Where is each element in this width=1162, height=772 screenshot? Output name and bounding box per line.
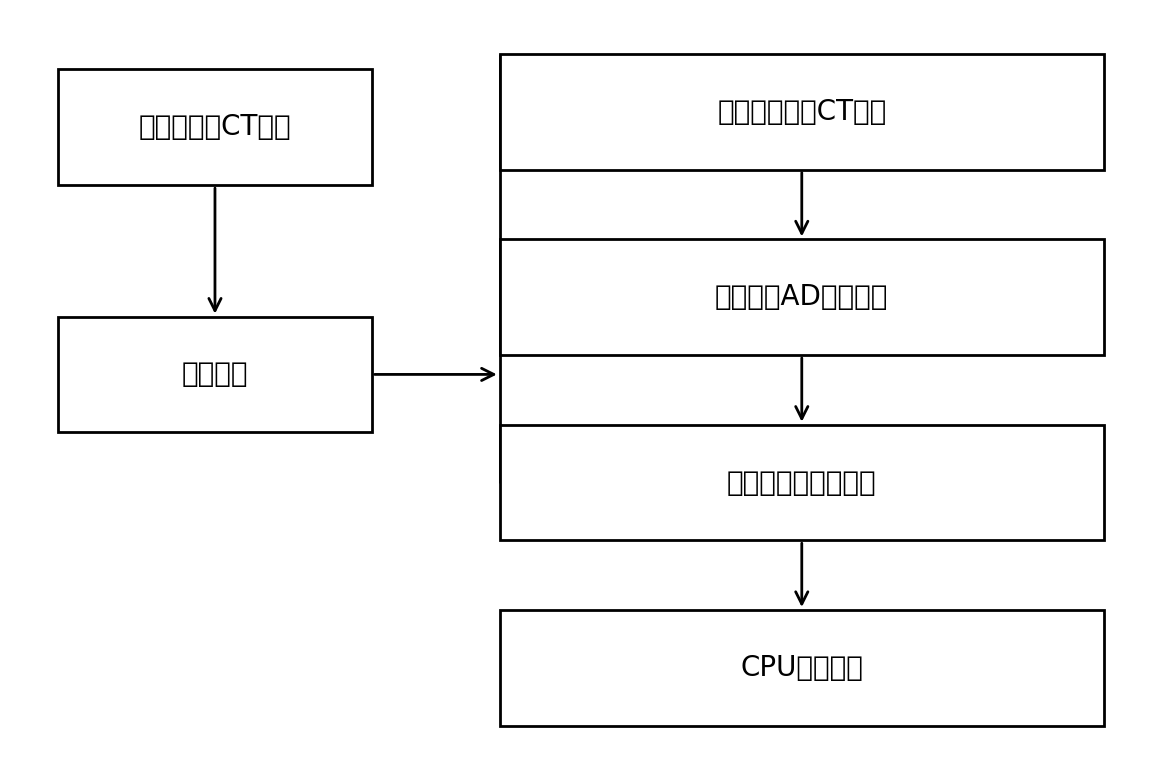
Text: 电流幅值、谐波计算: 电流幅值、谐波计算 [727, 469, 876, 496]
Bar [500, 425, 1104, 540]
Text: 支路电流AD交流采样: 支路电流AD交流采样 [715, 283, 889, 311]
Bar [58, 69, 372, 185]
Text: CPU无线收发: CPU无线收发 [740, 654, 863, 682]
Text: 高电位线路CT取能: 高电位线路CT取能 [138, 113, 292, 141]
Bar [500, 239, 1104, 355]
Bar [500, 54, 1104, 170]
Bar [500, 610, 1104, 726]
Bar [58, 317, 372, 432]
Text: 电容支路电流CT检测: 电容支路电流CT检测 [717, 98, 887, 126]
Text: 电源转换: 电源转换 [181, 361, 249, 388]
